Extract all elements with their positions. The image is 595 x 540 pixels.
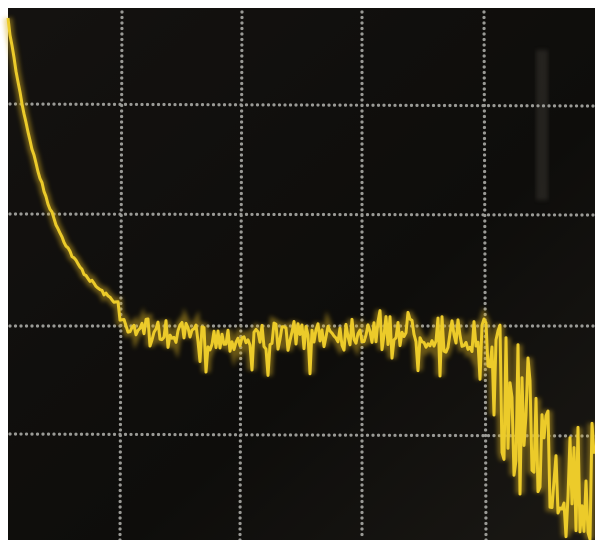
grid-line (238, 10, 244, 540)
grid-line (8, 212, 595, 217)
grid-line (118, 10, 124, 540)
graticule (8, 10, 595, 540)
screen-background (8, 8, 595, 540)
screen-reflection (536, 50, 548, 200)
grid-line (8, 432, 595, 438)
grid-line (482, 10, 488, 540)
trace (6, 17, 595, 540)
grid-line (8, 102, 595, 108)
